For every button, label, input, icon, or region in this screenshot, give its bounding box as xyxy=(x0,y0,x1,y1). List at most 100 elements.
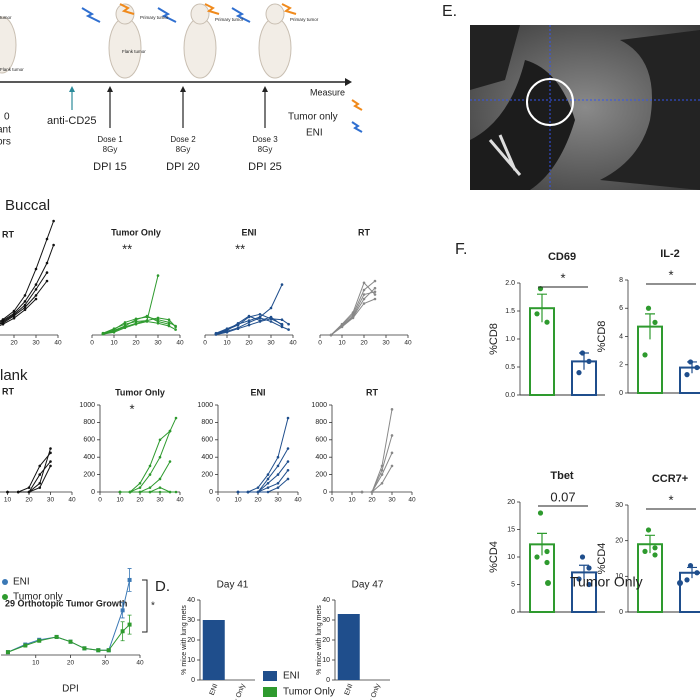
y-axis-label: %CD4 xyxy=(596,543,608,575)
data-point xyxy=(652,545,658,551)
x-tick-label: 0 xyxy=(216,497,220,504)
ct-image xyxy=(470,25,700,190)
timeline-label: Primary tumor xyxy=(290,17,319,22)
y-tick-label: 800 xyxy=(83,419,95,426)
y-tick-label: 600 xyxy=(83,437,95,444)
data-point xyxy=(174,416,178,420)
data-point xyxy=(38,473,42,476)
data-point xyxy=(247,321,251,324)
data-point xyxy=(34,288,38,291)
data-point xyxy=(280,322,284,326)
timeline-legend: ENI xyxy=(306,128,323,139)
data-point xyxy=(49,460,52,463)
y-tick-label: 8 xyxy=(619,277,623,284)
legend-label: ENI xyxy=(283,671,300,682)
y-tick-label: 200 xyxy=(315,471,327,478)
x-tick-label: 10 xyxy=(348,497,356,504)
data-point xyxy=(276,473,280,476)
data-point xyxy=(134,320,138,323)
data-point xyxy=(34,267,38,271)
data-point xyxy=(49,464,52,468)
data-point xyxy=(38,464,42,468)
data-point xyxy=(156,316,160,320)
data-point xyxy=(6,490,9,494)
x-tick-label: 20 xyxy=(10,340,18,347)
data-point xyxy=(269,306,273,310)
data-point xyxy=(45,261,49,265)
data-point xyxy=(158,438,162,442)
data-point xyxy=(145,320,149,323)
data-point xyxy=(286,460,290,463)
y-tick-label: 400 xyxy=(315,454,327,461)
series-line xyxy=(120,417,177,493)
x-tick-label: 30 xyxy=(388,497,396,504)
y-tick-label: 1000 xyxy=(197,402,213,409)
chart-title: ENI xyxy=(241,227,256,237)
legend-marker xyxy=(677,580,683,586)
x-tick-label: 20 xyxy=(132,340,140,347)
chart-title: ENI xyxy=(250,387,265,397)
data-point xyxy=(390,434,394,437)
data-point xyxy=(351,314,355,318)
x-tick-label: 20 xyxy=(360,340,368,347)
data-point xyxy=(1,322,5,326)
data-point xyxy=(138,482,142,485)
data-point xyxy=(280,325,284,329)
chart-title: RT xyxy=(358,227,370,237)
y-tick-label: 10 xyxy=(615,573,623,580)
data-point xyxy=(167,318,171,322)
chart-title: Tbet xyxy=(550,470,574,482)
x-tick-label: 0 xyxy=(90,340,94,347)
legend-marker xyxy=(263,671,277,681)
timeline-text: anti-CD25 xyxy=(47,115,97,127)
data-point xyxy=(687,563,694,569)
dose-name: Dose 3 xyxy=(252,135,278,144)
radiation-bolts xyxy=(81,3,363,133)
x-tick-label: 40 xyxy=(404,340,412,347)
data-point xyxy=(45,237,49,241)
significance-bracket xyxy=(142,579,148,633)
annotation: 0.07 xyxy=(550,489,575,504)
data-point xyxy=(158,486,162,489)
data-point xyxy=(127,577,132,582)
data-point xyxy=(101,332,105,336)
y-tick-label: 1.5 xyxy=(505,308,515,315)
error-bar xyxy=(645,313,655,340)
data-point xyxy=(27,486,31,489)
timeline-text: 0 xyxy=(4,112,10,123)
data-point xyxy=(687,359,694,365)
x-tick-label: 0 xyxy=(318,340,322,347)
y-tick-label: 40 xyxy=(187,597,195,604)
data-point xyxy=(276,482,280,485)
chart-title: Tumor Only xyxy=(115,387,165,397)
series-line xyxy=(0,244,55,323)
data-point xyxy=(269,320,273,323)
data-point xyxy=(652,552,658,558)
data-point xyxy=(134,318,138,322)
legend-marker xyxy=(2,579,8,585)
data-point xyxy=(112,331,116,334)
dose-amount: 8Gy xyxy=(103,145,118,154)
y-tick-label: 40 xyxy=(322,597,330,604)
dose-amount: 8Gy xyxy=(258,145,273,154)
x-tick-label: 40 xyxy=(408,497,416,504)
data-point xyxy=(256,490,260,494)
data-point xyxy=(148,486,152,489)
data-point xyxy=(360,490,364,494)
data-point xyxy=(537,510,544,516)
data-point xyxy=(236,322,240,325)
bar xyxy=(202,620,225,680)
y-tick-label: 30 xyxy=(322,617,330,624)
data-point xyxy=(362,288,366,292)
data-point xyxy=(247,314,251,318)
y-tick-label: 10 xyxy=(187,657,195,664)
y-axis-label: % mice with lung mets xyxy=(316,605,323,675)
data-point xyxy=(276,464,280,468)
data-point xyxy=(23,308,27,312)
data-point xyxy=(373,297,377,301)
data-point xyxy=(645,305,652,311)
x-tick-label: Tumor Only xyxy=(228,682,247,700)
data-point xyxy=(370,490,374,494)
timeline-measure: Measure xyxy=(310,87,345,97)
